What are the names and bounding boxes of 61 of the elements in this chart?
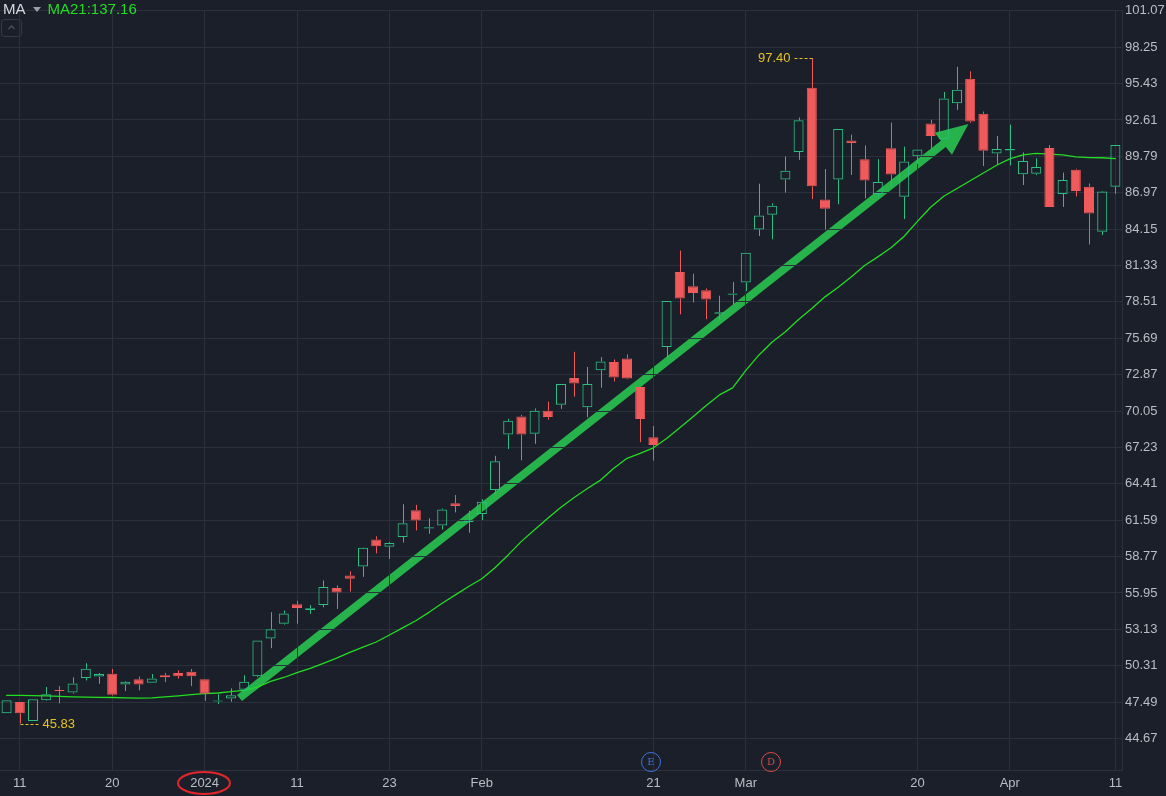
candlestick bbox=[331, 584, 342, 610]
y-tick-label: 50.31 bbox=[1125, 657, 1158, 673]
x-tick-label: Apr bbox=[999, 774, 1021, 790]
y-tick-label: 55.95 bbox=[1125, 584, 1158, 600]
candlestick bbox=[648, 425, 659, 462]
y-tick-label: 92.61 bbox=[1125, 111, 1158, 127]
annotation: E bbox=[641, 752, 661, 772]
candlestick bbox=[54, 685, 65, 704]
y-tick-label: 81.33 bbox=[1125, 257, 1158, 273]
x-tick-label: 20 bbox=[910, 774, 925, 790]
y-tick-label: 86.97 bbox=[1125, 184, 1158, 200]
annotation: D bbox=[761, 752, 781, 772]
x-tick-label: 2024 bbox=[190, 774, 220, 790]
candlestick bbox=[859, 144, 870, 199]
candlestick bbox=[14, 701, 25, 725]
candlestick bbox=[1044, 144, 1055, 207]
candlestick bbox=[107, 668, 118, 695]
candlestick bbox=[806, 57, 817, 200]
y-tick-label: 95.43 bbox=[1125, 75, 1158, 91]
x-tick-label: 21 bbox=[646, 774, 661, 790]
candlestick bbox=[1070, 169, 1081, 197]
annotation: 97.40 bbox=[757, 50, 791, 66]
x-tick-label: Feb bbox=[470, 774, 493, 790]
candlestick bbox=[965, 70, 976, 124]
y-tick-label: 58.77 bbox=[1125, 548, 1158, 564]
y-tick-label: 61.59 bbox=[1125, 511, 1158, 527]
x-tick-label: 11 bbox=[13, 774, 27, 790]
y-tick-label: 98.25 bbox=[1125, 38, 1158, 54]
y-tick-label: 101.07 bbox=[1125, 2, 1165, 18]
y-tick-label: 70.05 bbox=[1125, 402, 1158, 418]
y-tick-label: 64.41 bbox=[1125, 475, 1158, 491]
candlestick bbox=[885, 122, 897, 188]
candlestick bbox=[701, 287, 712, 320]
candlestick bbox=[978, 111, 989, 167]
candlestick bbox=[1083, 182, 1095, 245]
y-tick-label: 89.79 bbox=[1125, 147, 1158, 163]
candlestick bbox=[674, 250, 685, 315]
x-tick-label: 11 bbox=[1108, 774, 1123, 790]
candlestick bbox=[516, 414, 527, 461]
x-tick-label: 20 bbox=[104, 774, 120, 790]
y-tick-label: 75.69 bbox=[1125, 329, 1158, 345]
candlestick bbox=[199, 679, 210, 702]
y-tick-label: 67.23 bbox=[1125, 439, 1158, 455]
y-tick-label: 78.51 bbox=[1125, 293, 1158, 309]
candlestick bbox=[291, 600, 303, 625]
candlestick bbox=[846, 134, 857, 176]
y-tick-label: 53.13 bbox=[1125, 620, 1158, 636]
legend-title: MA bbox=[3, 0, 26, 18]
x-tick-label: 11 bbox=[290, 774, 304, 790]
text: MA21:137.16 bbox=[47, 0, 137, 18]
x-tick-label: Mar bbox=[734, 774, 758, 790]
y-tick-label: 72.87 bbox=[1125, 366, 1158, 382]
candlestick bbox=[450, 494, 461, 513]
annotation: 45.83 bbox=[42, 716, 76, 732]
candlestick bbox=[635, 387, 646, 443]
y-tick-label: 47.49 bbox=[1125, 693, 1158, 709]
candlestick bbox=[542, 401, 553, 421]
candlestick bbox=[410, 504, 421, 531]
y-tick-label: 44.67 bbox=[1125, 730, 1158, 746]
x-tick-label: 23 bbox=[382, 774, 397, 790]
y-tick-label: 84.15 bbox=[1125, 220, 1158, 236]
